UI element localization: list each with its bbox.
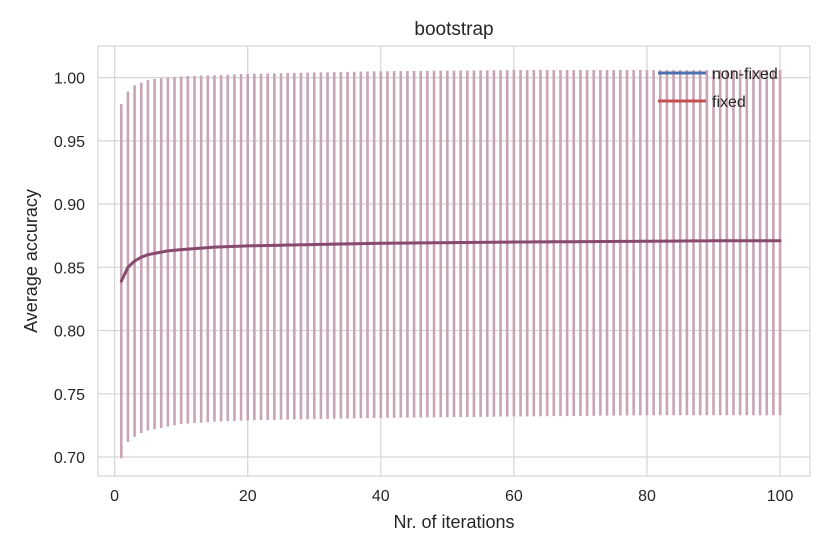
chart-title: bootstrap bbox=[414, 19, 493, 40]
mean-accuracy-line bbox=[119, 239, 782, 283]
y-tick-label: 0.70 bbox=[54, 450, 85, 467]
tick-labels: 0 20 40 60 80 100 0.70 0.75 0.80 0.85 0.90 0.95 1.00 bbox=[54, 71, 794, 505]
x-tick-label: 60 bbox=[505, 488, 523, 505]
legend-label: fixed bbox=[712, 94, 746, 111]
y-tick-label: 0.75 bbox=[54, 387, 85, 404]
x-tick-label: 40 bbox=[372, 488, 390, 505]
legend: non-fixed fixed bbox=[658, 66, 778, 111]
y-tick-label: 1.00 bbox=[54, 71, 85, 88]
x-axis-label: Nr. of iterations bbox=[393, 512, 514, 532]
y-tick-label: 0.95 bbox=[54, 134, 85, 151]
x-tick-label: 20 bbox=[239, 488, 257, 505]
x-tick-label: 0 bbox=[110, 488, 119, 505]
legend-label: non-fixed bbox=[712, 66, 778, 83]
y-tick-label: 0.90 bbox=[54, 197, 85, 214]
x-tick-label: 80 bbox=[638, 488, 656, 505]
series-lines bbox=[119, 239, 782, 283]
x-tick-label: 100 bbox=[767, 488, 794, 505]
y-tick-label: 0.85 bbox=[54, 260, 85, 277]
y-axis-label: Average accuracy bbox=[21, 189, 41, 333]
y-tick-label: 0.80 bbox=[54, 324, 85, 341]
